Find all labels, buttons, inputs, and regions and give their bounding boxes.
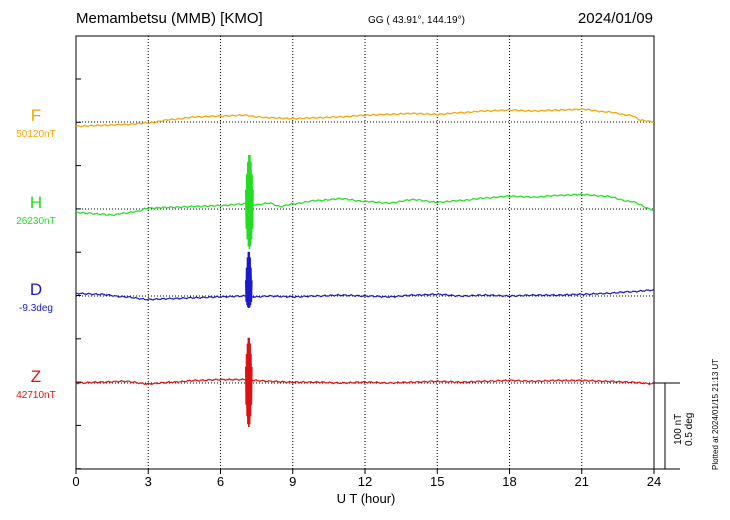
x-tick-label-15: 15: [430, 474, 444, 489]
x-tick-label-9: 9: [289, 474, 296, 489]
series-label-D: D -9.3deg: [0, 281, 72, 316]
series-line-Z: [75, 378, 655, 386]
x-tick-label-3: 3: [145, 474, 152, 489]
chart-title: Memambetsu (MMB) [KMO]: [76, 10, 263, 27]
spike-D: [245, 251, 253, 309]
series-baseline-H: 26230nT: [16, 216, 56, 227]
x-tick-label-18: 18: [502, 474, 516, 489]
x-tick-label-21: 21: [575, 474, 589, 489]
x-tick-label-12: 12: [358, 474, 372, 489]
series-baseline-F: 50120nT: [16, 129, 56, 140]
series-name-H: H: [29, 193, 43, 212]
scale-nt-label: 100 nT: [673, 413, 684, 445]
series-name-Z: Z: [30, 367, 42, 386]
chart-date: 2024/01/09: [577, 10, 653, 27]
series-baseline-D: -9.3deg: [19, 303, 53, 314]
series-line-F: [75, 107, 655, 128]
gridlines: [147, 36, 583, 469]
series-label-H: H 26230nT: [0, 194, 72, 229]
series-name-D: D: [29, 280, 43, 299]
x-axis-ticks: 0 3 6 9 12 15 18 21 24: [72, 78, 661, 489]
scale-deg-label: 0.5 deg: [684, 412, 695, 446]
spike-H: [245, 154, 254, 250]
series-line-D: [75, 288, 655, 301]
scale-bar: [654, 382, 680, 470]
x-tick-label-24: 24: [647, 474, 661, 489]
x-tick-label-0: 0: [72, 474, 79, 489]
plotted-timestamp: Plotted at 2024/01/15 21:13 UT: [711, 358, 720, 470]
series-baseline-Z: 42710nT: [16, 390, 56, 401]
series-label-F: F 50120nT: [0, 107, 72, 142]
scale-bar-label: 100 nT 0.5 deg: [673, 413, 695, 446]
spike-Z: [245, 337, 253, 428]
series-lines: [75, 107, 655, 428]
series-name-F: F: [30, 106, 42, 125]
station-coordinates: GG ( 43.91°, 144.19°): [368, 15, 465, 26]
x-tick-label-6: 6: [217, 474, 224, 489]
series-label-Z: Z 42710nT: [0, 368, 72, 403]
series-line-H: [75, 193, 655, 217]
x-axis-label: U T (hour): [337, 491, 396, 506]
